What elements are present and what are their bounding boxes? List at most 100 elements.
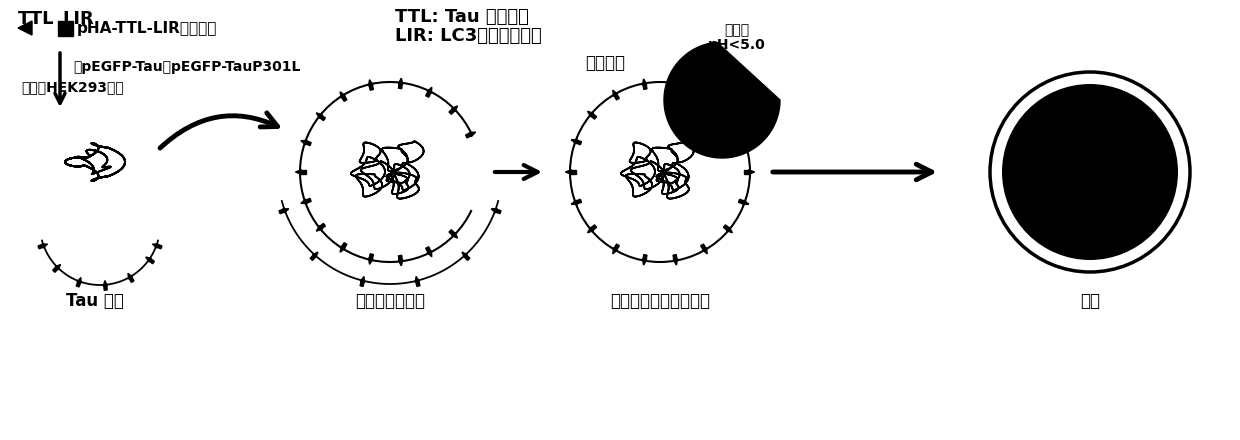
Polygon shape — [642, 255, 647, 261]
Polygon shape — [42, 244, 47, 248]
Text: Tau 蛋白: Tau 蛋白 — [66, 292, 124, 310]
Polygon shape — [613, 248, 618, 254]
Polygon shape — [398, 78, 403, 84]
Polygon shape — [149, 258, 155, 264]
Polygon shape — [449, 230, 455, 236]
Polygon shape — [673, 83, 677, 89]
Text: 自噌小体与溶酶体融合: 自噌小体与溶酶体融合 — [610, 292, 711, 310]
Polygon shape — [360, 280, 365, 286]
Polygon shape — [77, 278, 81, 283]
Polygon shape — [701, 244, 707, 251]
Polygon shape — [614, 93, 619, 100]
Polygon shape — [451, 106, 458, 112]
Polygon shape — [590, 225, 596, 231]
Text: LIR: LIR — [62, 10, 94, 28]
FancyBboxPatch shape — [58, 21, 73, 36]
Polygon shape — [575, 199, 582, 204]
Polygon shape — [575, 139, 582, 145]
Polygon shape — [739, 139, 745, 145]
Polygon shape — [279, 209, 285, 214]
Polygon shape — [701, 93, 707, 100]
Polygon shape — [702, 90, 707, 96]
Text: 自噌小体: 自噌小体 — [585, 54, 625, 72]
Polygon shape — [56, 264, 61, 270]
Polygon shape — [398, 82, 403, 88]
Polygon shape — [312, 252, 317, 258]
Polygon shape — [588, 111, 594, 117]
Polygon shape — [301, 199, 308, 204]
Text: TTL: TTL — [19, 10, 55, 28]
Polygon shape — [425, 247, 432, 253]
Polygon shape — [614, 244, 619, 251]
Polygon shape — [749, 170, 755, 174]
Circle shape — [1002, 84, 1178, 260]
Polygon shape — [727, 111, 733, 117]
Polygon shape — [464, 254, 470, 260]
Polygon shape — [470, 132, 476, 136]
Polygon shape — [739, 199, 745, 204]
Polygon shape — [491, 209, 497, 213]
Polygon shape — [283, 209, 289, 213]
Polygon shape — [305, 141, 311, 146]
Polygon shape — [104, 285, 107, 290]
Polygon shape — [588, 227, 594, 233]
Polygon shape — [319, 114, 325, 121]
Polygon shape — [370, 84, 373, 90]
Polygon shape — [341, 242, 347, 249]
Text: TTL: Tau 蛋白配体: TTL: Tau 蛋白配体 — [396, 8, 529, 26]
Polygon shape — [613, 90, 618, 96]
Polygon shape — [495, 209, 501, 214]
Polygon shape — [316, 113, 322, 118]
Polygon shape — [301, 140, 308, 145]
Polygon shape — [727, 227, 733, 233]
Polygon shape — [368, 258, 373, 264]
Text: pHA-TTL-LIR表达质粒: pHA-TTL-LIR表达质粒 — [77, 21, 217, 36]
Polygon shape — [565, 170, 572, 174]
Polygon shape — [723, 113, 730, 119]
Polygon shape — [19, 21, 32, 35]
Polygon shape — [743, 139, 749, 144]
Polygon shape — [305, 198, 311, 203]
Polygon shape — [572, 200, 578, 205]
Polygon shape — [415, 280, 420, 286]
Polygon shape — [340, 92, 345, 98]
Text: 溶酶体: 溶酶体 — [724, 23, 749, 37]
Polygon shape — [642, 83, 647, 89]
Polygon shape — [103, 281, 108, 286]
Polygon shape — [427, 250, 432, 257]
Text: 与pEGFP-Tau或pEGFP-TauP301L: 与pEGFP-Tau或pEGFP-TauP301L — [73, 60, 300, 74]
Polygon shape — [642, 259, 647, 265]
FancyArrowPatch shape — [160, 113, 278, 148]
Polygon shape — [398, 260, 403, 266]
Text: pH<5.0: pH<5.0 — [708, 38, 766, 52]
Polygon shape — [368, 80, 373, 86]
Polygon shape — [702, 248, 707, 254]
Polygon shape — [146, 257, 151, 262]
Polygon shape — [415, 276, 419, 282]
Text: 自噌小体的形成: 自噌小体的形成 — [355, 292, 425, 310]
Text: 共转染HEK293细胞: 共转染HEK293细胞 — [21, 80, 124, 94]
Polygon shape — [570, 170, 575, 174]
Polygon shape — [642, 79, 647, 85]
Polygon shape — [723, 225, 730, 231]
Polygon shape — [340, 246, 345, 252]
Polygon shape — [449, 108, 455, 114]
Polygon shape — [743, 200, 749, 205]
Polygon shape — [76, 281, 81, 287]
Polygon shape — [361, 276, 365, 282]
Polygon shape — [52, 266, 58, 272]
Polygon shape — [425, 91, 432, 97]
Polygon shape — [465, 132, 472, 138]
Polygon shape — [673, 255, 677, 261]
Polygon shape — [316, 226, 322, 231]
Polygon shape — [153, 244, 159, 248]
Polygon shape — [673, 79, 677, 85]
Polygon shape — [590, 113, 596, 119]
Polygon shape — [128, 273, 133, 279]
Polygon shape — [300, 170, 306, 174]
Polygon shape — [663, 42, 780, 158]
Polygon shape — [129, 276, 134, 282]
Text: 降解: 降解 — [1080, 292, 1100, 310]
Polygon shape — [673, 259, 677, 265]
Polygon shape — [572, 139, 578, 144]
